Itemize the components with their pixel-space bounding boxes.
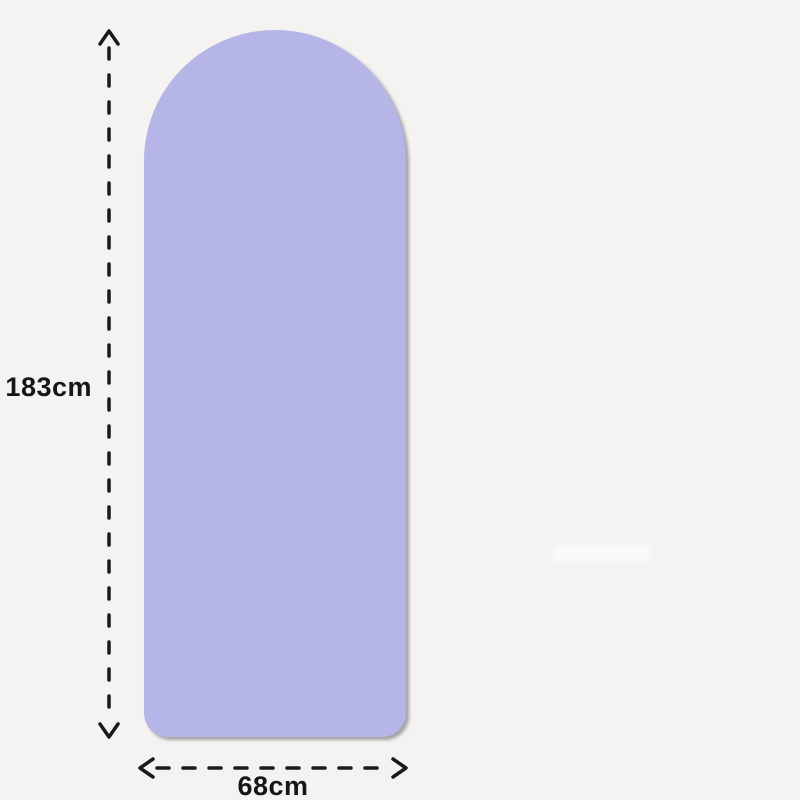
height-dimension-label: 183cm — [5, 372, 92, 402]
height-dimension-arrow — [98, 29, 120, 739]
width-dimension-label: 68cm — [237, 771, 309, 800]
arrow-up-icon — [98, 29, 120, 46]
arch-panel-shape — [144, 30, 406, 737]
arrow-down-icon — [98, 722, 120, 739]
faint-watermark — [553, 544, 651, 562]
